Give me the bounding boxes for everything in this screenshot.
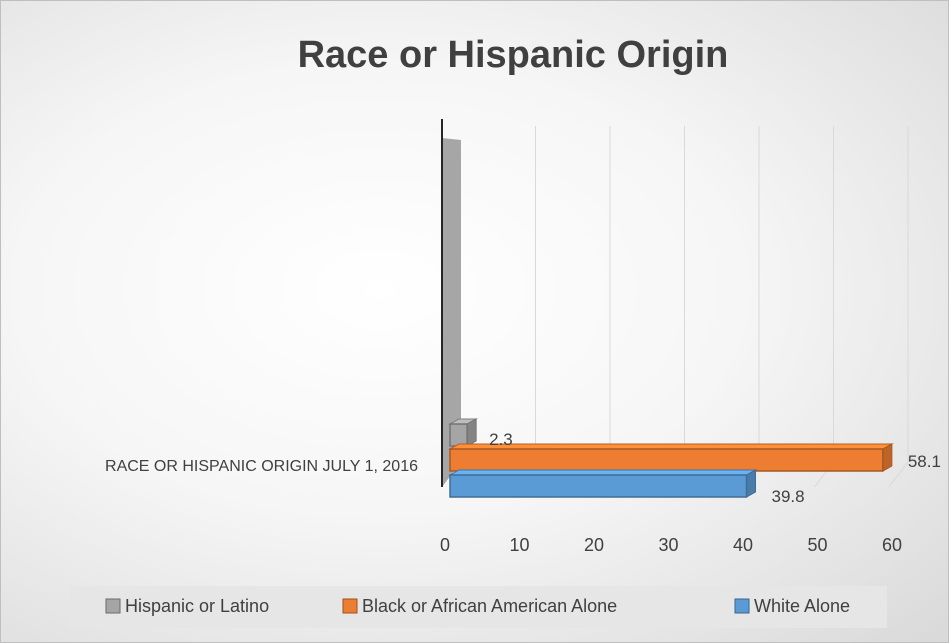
bar-side-face [466,418,477,447]
x-tick-label: 40 [733,535,753,555]
data-label: 58.1 [908,452,941,471]
x-axis-ticks: 0 10 20 30 40 50 60 [440,535,902,555]
bar-side-face [882,443,893,472]
bar-3 [448,469,758,498]
bar-side-face [746,469,757,498]
x-tick-label: 50 [807,535,827,555]
legend-label: White Alone [754,596,850,616]
bars [448,418,894,498]
legend-swatch [105,598,121,614]
chart-title: Race or Hispanic Origin [298,34,729,76]
data-labels: 2.3 58.1 39.8 [489,430,941,506]
data-label: 2.3 [489,430,513,449]
data-label: 39.8 [772,487,805,506]
gridlines [516,126,909,488]
x-tick-label: 0 [440,535,450,555]
category-label: RACE OR HISPANIC ORIGIN JULY 1, 2016 [105,458,418,475]
bar-front-face [449,448,884,472]
legend-swatch [734,598,750,614]
x-tick-label: 20 [584,535,604,555]
x-tick-label: 60 [882,535,902,555]
legend-label: Hispanic or Latino [125,596,269,616]
legend-box [69,586,887,628]
legend: Hispanic or Latino Black or African Ameri… [105,596,850,616]
bar-1 [448,418,479,447]
x-tick-label: 10 [509,535,529,555]
chart-wall [441,119,461,487]
bar-front-face [449,474,748,498]
bar-2 [448,443,894,472]
x-tick-label: 30 [658,535,678,555]
legend-swatch [342,598,358,614]
legend-label: Black or African American Alone [362,596,617,616]
floor-line-60 [888,461,909,488]
bar-front-face [449,423,468,447]
axis-wall-side [442,138,461,487]
